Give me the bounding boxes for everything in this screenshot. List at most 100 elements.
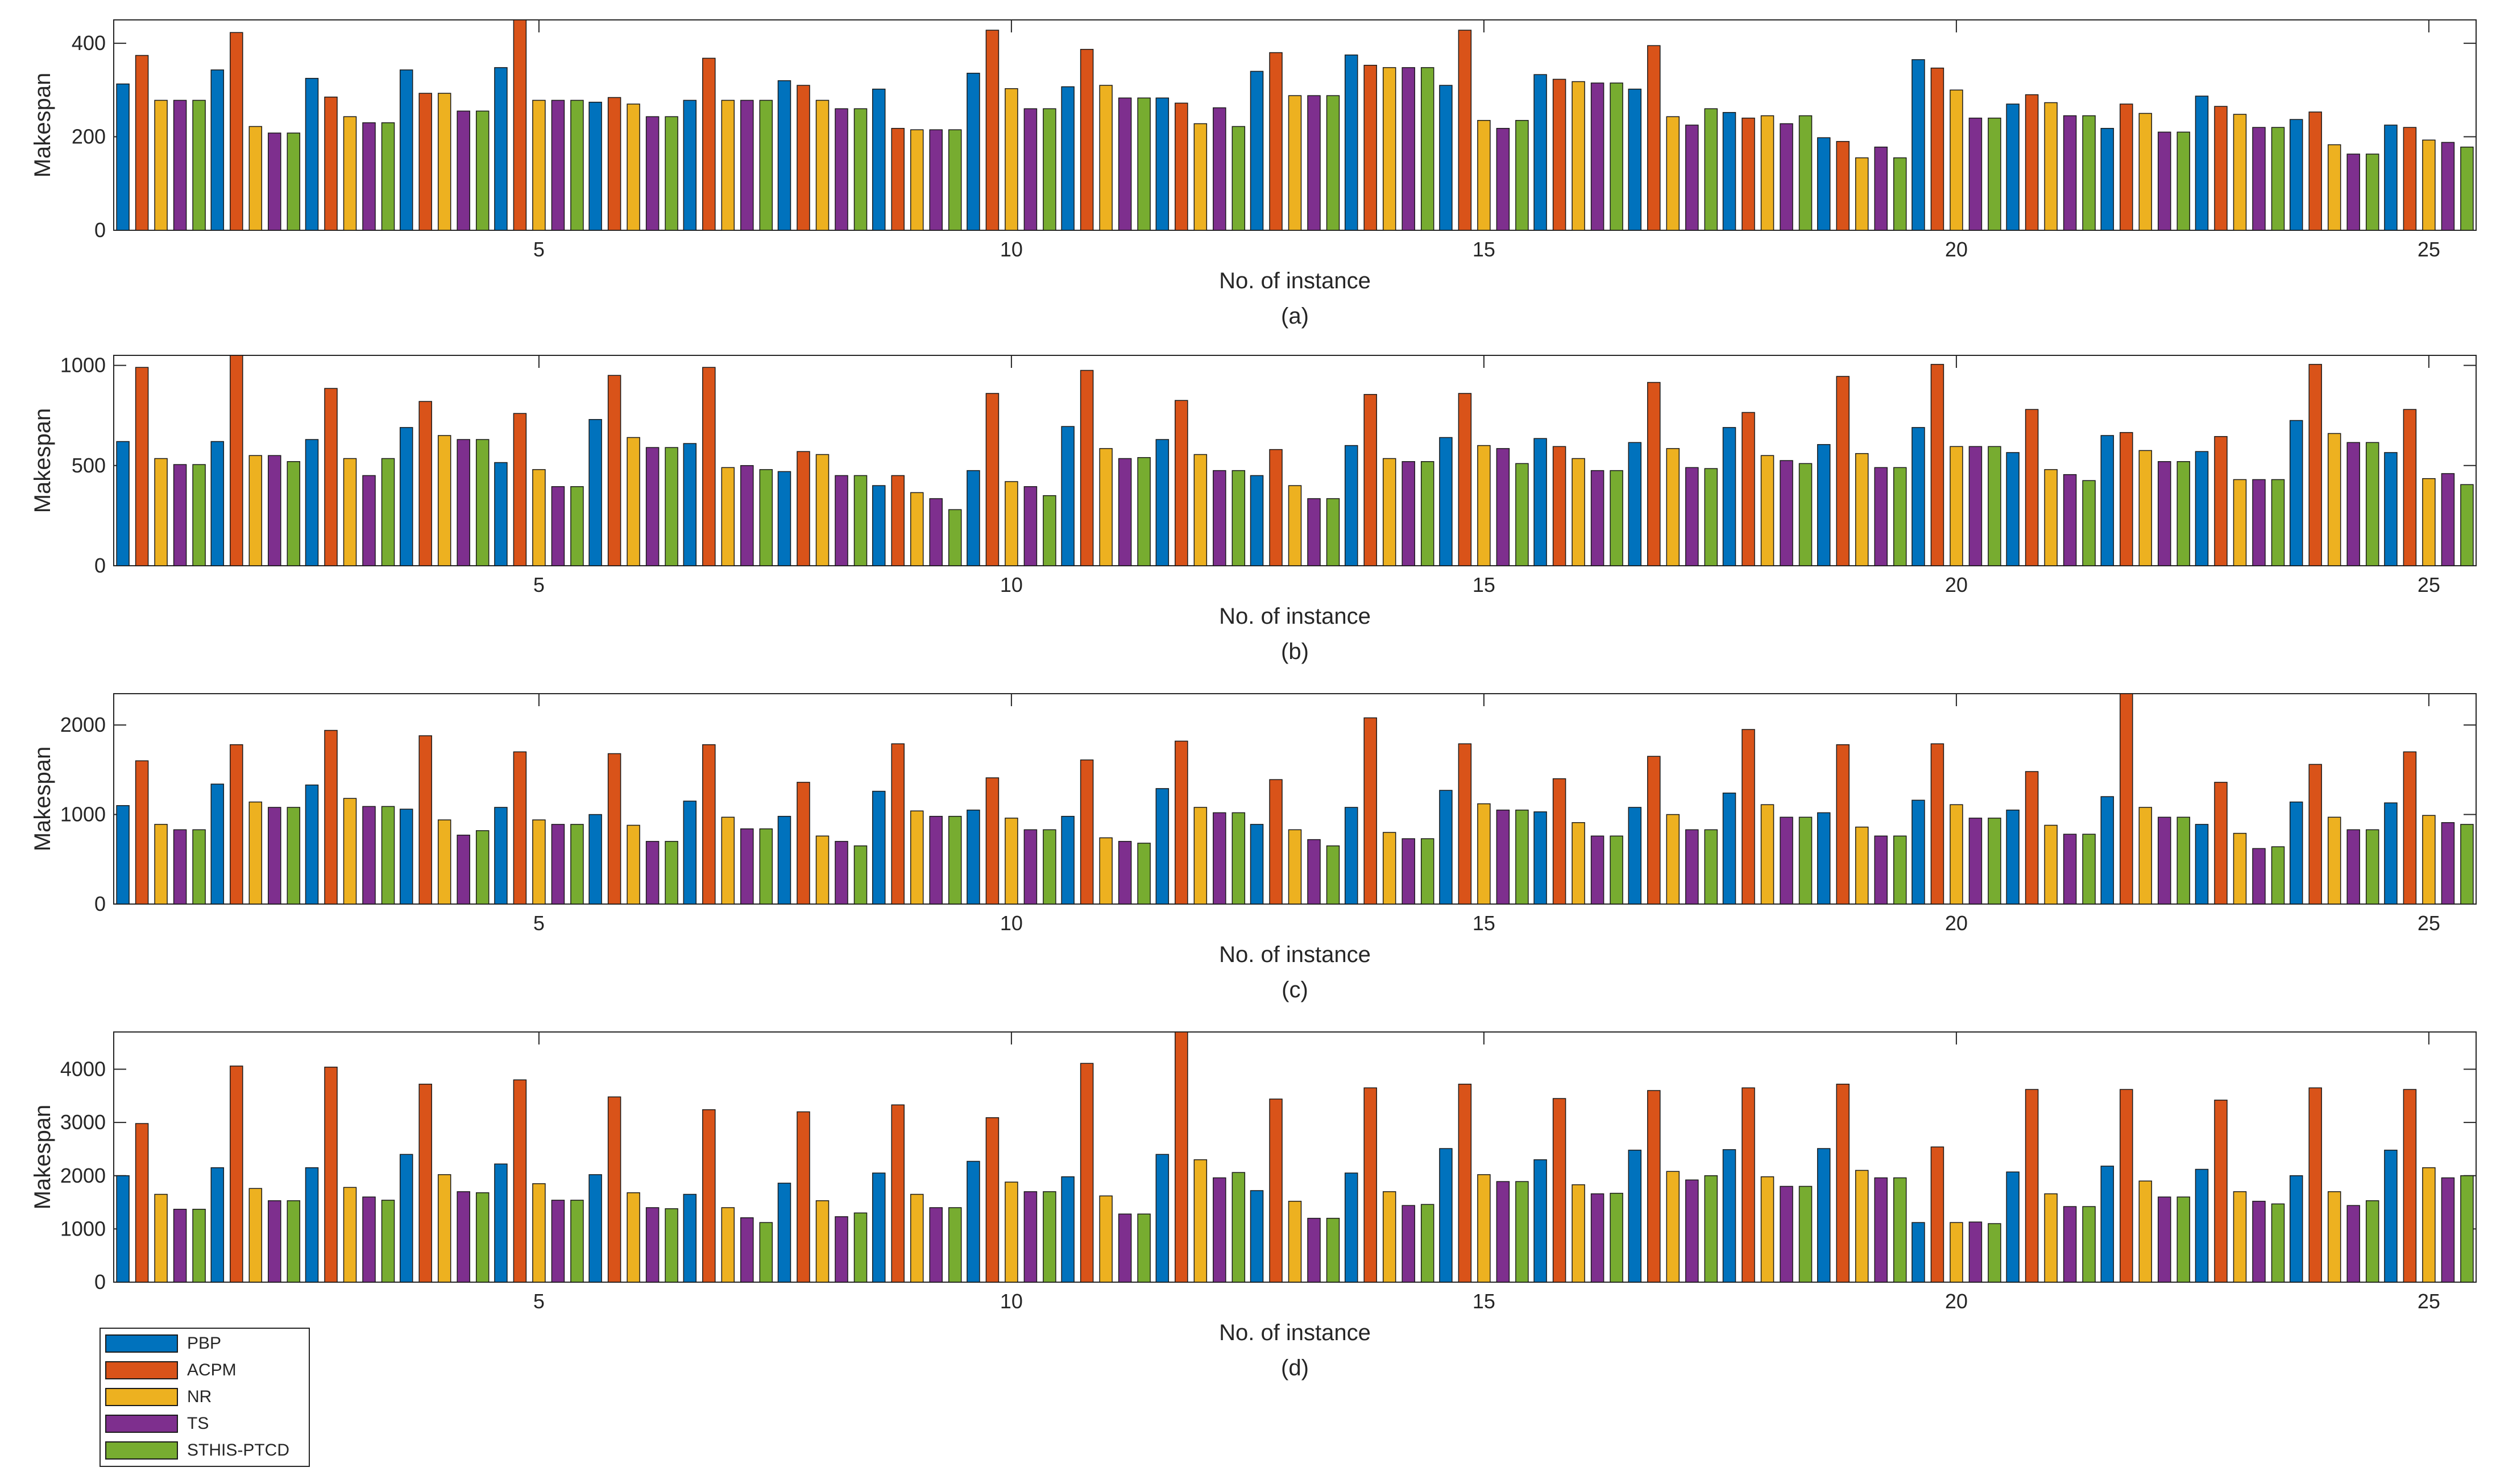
bar-sthis-ptcd-5 (570, 486, 584, 566)
bar-ts-5 (551, 486, 565, 566)
bar-sthis-ptcd-11 (1137, 843, 1151, 905)
bar-pbp-7 (683, 1193, 697, 1283)
bar-ts-25 (2441, 142, 2455, 231)
bar-acpm-16 (1552, 78, 1566, 231)
bar-acpm-17 (1647, 382, 1661, 566)
bar-ts-20 (1968, 818, 1983, 905)
bar-nr-22 (2138, 450, 2153, 566)
legend-item-pbp: PBP (105, 1331, 221, 1356)
legend-label: STHIS-PTCD (187, 1441, 289, 1460)
bar-ts-16 (1590, 82, 1604, 231)
bar-sthis-ptcd-23 (2271, 127, 2285, 231)
bar-acpm-13 (1269, 779, 1283, 905)
bar-pbp-17 (1628, 807, 1642, 905)
bar-acpm-19 (1836, 376, 1850, 566)
bar-acpm-15 (1458, 1083, 1472, 1283)
bar-ts-19 (1874, 467, 1888, 566)
bar-nr-2 (248, 126, 263, 231)
bar-pbp-2 (210, 69, 225, 231)
bar-pbp-11 (1061, 1176, 1075, 1283)
bar-sthis-ptcd-7 (759, 100, 773, 231)
bar-sthis-ptcd-3 (381, 458, 395, 566)
bar-acpm-6 (607, 753, 621, 905)
bar-pbp-22 (2100, 128, 2114, 231)
bar-nr-9 (910, 129, 924, 231)
bar-ts-6 (645, 841, 660, 905)
bar-ts-11 (1118, 841, 1132, 905)
bar-acpm-7 (702, 744, 716, 905)
x-axis-label: No. of instance (1219, 1320, 1371, 1345)
bar-nr-8 (815, 100, 830, 231)
bar-pbp-2 (210, 784, 225, 905)
bar-pbp-6 (588, 1174, 602, 1283)
panel-label: (d) (1281, 1356, 1309, 1381)
bar-pbp-18 (1722, 793, 1736, 905)
legend-label: PBP (187, 1334, 222, 1353)
bar-ts-15 (1496, 809, 1510, 905)
bar-sthis-ptcd-2 (287, 1200, 301, 1283)
bar-ts-5 (551, 824, 565, 905)
bar-pbp-13 (1250, 71, 1264, 231)
y-axis-label: Makespan (30, 73, 55, 178)
bar-sthis-ptcd-10 (1043, 829, 1056, 905)
bar-ts-1 (173, 829, 187, 905)
bar-acpm-18 (1742, 729, 1755, 905)
bar-pbp-25 (2384, 452, 2398, 566)
bar-pbp-2 (210, 1167, 225, 1283)
bar-sthis-ptcd-8 (853, 108, 868, 231)
bar-pbp-7 (683, 443, 697, 566)
bar-pbp-3 (305, 78, 319, 231)
bar-pbp-6 (588, 101, 602, 231)
bar-acpm-12 (1175, 740, 1188, 905)
y-tick-label: 2000 (60, 713, 106, 736)
bar-pbp-13 (1250, 1190, 1264, 1283)
bar-nr-19 (1855, 826, 1869, 905)
bar-pbp-7 (683, 100, 697, 231)
y-tick-label: 4000 (60, 1058, 106, 1081)
bar-ts-12 (1213, 1177, 1226, 1283)
bar-ts-25 (2441, 473, 2455, 566)
bar-pbp-25 (2384, 1150, 2398, 1283)
bar-pbp-20 (1912, 59, 1925, 231)
bar-nr-7 (721, 816, 735, 905)
bar-pbp-9 (872, 1172, 886, 1283)
bar-pbp-22 (2100, 796, 2114, 905)
bar-acpm-23 (2214, 782, 2228, 905)
bar-sthis-ptcd-4 (475, 439, 490, 566)
bar-sthis-ptcd-6 (665, 447, 678, 566)
bar-nr-21 (2044, 1193, 2058, 1283)
bar-pbp-24 (2289, 420, 2303, 566)
bar-sthis-ptcd-12 (1232, 126, 1246, 231)
bar-ts-3 (362, 475, 376, 566)
bar-pbp-1 (116, 805, 130, 905)
bar-ts-13 (1307, 1217, 1321, 1283)
bar-acpm-10 (985, 30, 1000, 231)
bar-acpm-16 (1552, 778, 1566, 905)
x-axis-label: No. of instance (1219, 268, 1371, 293)
bar-sthis-ptcd-24 (2365, 829, 2379, 905)
bar-acpm-4 (418, 93, 432, 231)
bar-ts-8 (835, 108, 848, 231)
bar-sthis-ptcd-1 (192, 464, 206, 566)
bar-pbp-3 (305, 1167, 319, 1283)
bar-ts-18 (1780, 123, 1793, 231)
bar-ts-7 (740, 100, 754, 231)
bar-nr-10 (1005, 481, 1018, 566)
bar-sthis-ptcd-8 (853, 845, 868, 905)
bar-sthis-ptcd-16 (1610, 1192, 1623, 1283)
bar-nr-4 (437, 435, 451, 566)
bar-sthis-ptcd-11 (1137, 97, 1151, 231)
x-tick-label: 20 (1945, 1290, 1968, 1313)
bar-ts-24 (2346, 154, 2360, 231)
bar-pbp-14 (1344, 807, 1358, 905)
bar-ts-19 (1874, 1177, 1888, 1283)
bar-ts-25 (2441, 822, 2455, 905)
bar-ts-16 (1590, 470, 1604, 566)
bar-nr-13 (1288, 95, 1302, 231)
bar-nr-3 (343, 798, 357, 905)
bar-pbp-24 (2289, 119, 2303, 231)
bar-sthis-ptcd-1 (192, 829, 206, 905)
bar-ts-14 (1402, 461, 1415, 566)
bar-acpm-2 (230, 355, 243, 566)
